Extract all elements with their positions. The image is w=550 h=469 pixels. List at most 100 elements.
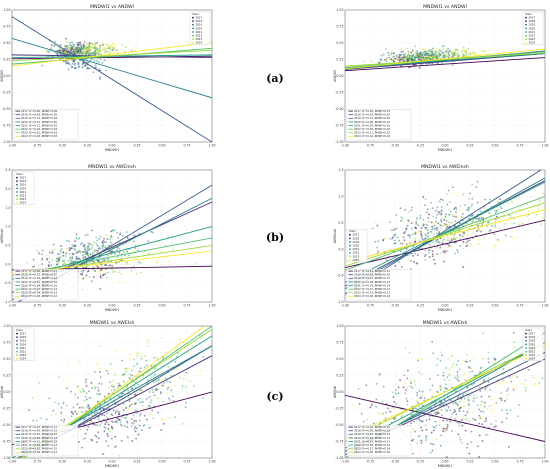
scatter-point-2024 [523, 383, 526, 386]
scatter-point-2022 [479, 220, 482, 223]
scatter-point-2020 [508, 214, 511, 217]
scatter-point-2023 [101, 43, 104, 46]
scatter-point-2023 [455, 236, 458, 239]
x-tick-label: -1.00 [341, 460, 349, 464]
y-tick-label: -0.5 [337, 274, 343, 278]
scatter-point-2017 [118, 418, 121, 421]
legend-year: 2023 [20, 197, 27, 201]
scatter-point-2022 [78, 46, 81, 49]
scatter-point-2024 [501, 380, 504, 383]
scatter-point-2019 [172, 400, 175, 402]
scatter-point-2023 [88, 61, 91, 64]
scatter-point-2018 [466, 360, 468, 363]
scatter-point-2022 [487, 351, 490, 354]
scatter-point-2024 [88, 47, 90, 49]
scatter-point-2024 [428, 53, 431, 56]
scatter-point-2019 [483, 420, 486, 423]
scatter-point-2024 [211, 353, 212, 356]
scatter-point-2020 [125, 407, 128, 409]
scatter-point-2017 [483, 401, 486, 404]
scatter-point-2021 [469, 215, 472, 217]
x-tick-label: 0.25 [466, 304, 473, 308]
scatter-point-2018 [466, 443, 469, 446]
scatter-point-2022 [126, 261, 129, 264]
scatter-point-2019 [121, 359, 123, 362]
scatter-point-2024 [502, 51, 505, 53]
scatter-point-2017 [495, 425, 497, 428]
scatter-point-2019 [413, 420, 415, 423]
scatter-point-2023 [31, 397, 34, 399]
scatter-point-2019 [471, 197, 474, 200]
scatter-point-2023 [90, 53, 93, 56]
chart-a-right: MNDWI1 vs ANDWI-1.00 -0.75 -0.50 -0.25 0.00 0… [333, 4, 549, 152]
scatter-point-2024 [87, 45, 90, 47]
scatter-point-2019 [399, 250, 402, 252]
scatter-point-2019 [99, 78, 101, 80]
scatter-point-2022 [513, 341, 516, 344]
scatter-point-2023 [407, 210, 410, 213]
scatter-point-2024 [395, 215, 398, 217]
scatter-point-2022 [454, 417, 456, 420]
scatter-point-2023 [158, 377, 161, 380]
scatter-point-2019 [64, 61, 67, 64]
legend-box [346, 229, 368, 263]
scatter-point-2020 [111, 230, 113, 232]
scatter-point-2020 [479, 210, 482, 213]
scatter-point-2018 [138, 389, 141, 392]
scatter-point-2024 [85, 44, 88, 47]
fit-line-2021 [345, 181, 545, 283]
scatter-point-2019 [387, 51, 390, 54]
scatter-point-2019 [436, 412, 439, 415]
scatter-point-2023 [420, 54, 423, 56]
scatter-point-2019 [134, 247, 137, 249]
x-tick-label: 0.75 [516, 304, 523, 308]
scatter-point-2023 [150, 395, 152, 398]
scatter-point-2024 [508, 367, 510, 370]
scatter-point-2024 [113, 43, 116, 46]
scatter-point-2023 [134, 409, 136, 412]
scatter-point-2023 [412, 428, 415, 431]
x-tick-label: -0.25 [83, 460, 91, 464]
scatter-point-2024 [400, 48, 403, 50]
scatter-point-2021 [106, 412, 109, 415]
scatter-point-2023 [120, 272, 122, 275]
scatter-point-2022 [139, 271, 142, 274]
scatter-point-2023 [103, 50, 106, 53]
scatter-point-2021 [83, 246, 86, 249]
scatter-point-2018 [411, 49, 414, 52]
scatter-point-2019 [105, 440, 107, 442]
scatter-point-2021 [56, 52, 59, 55]
scatter-point-2023 [432, 233, 435, 236]
scatter-point-2023 [116, 382, 118, 385]
scatter-point-2020 [154, 373, 157, 376]
scatter-point-2017 [461, 418, 463, 421]
scatter-point-2024 [464, 51, 466, 54]
scatter-point-2018 [365, 384, 368, 387]
scatter-point-2024 [423, 56, 426, 59]
scatter-point-2022 [538, 382, 541, 385]
scatter-point-2024 [149, 413, 152, 416]
legend-marker [16, 194, 18, 197]
scatter-point-2017 [481, 439, 484, 442]
scatter-point-2019 [416, 391, 419, 394]
scatter-point-2022 [458, 425, 461, 427]
scatter-point-2019 [425, 419, 428, 422]
scatter-point-2021 [137, 383, 140, 386]
scatter-point-2022 [72, 51, 75, 54]
scatter-point-2022 [51, 259, 54, 262]
scatter-point-2019 [98, 237, 101, 240]
scatter-point-2022 [75, 43, 78, 46]
y-tick-label: 0.5 [338, 221, 343, 225]
scatter-point-2021 [429, 451, 432, 454]
scatter-point-2023 [463, 233, 466, 235]
scatter-point-2021 [65, 239, 68, 242]
fit-legend-entry: 2022: R²=0.30, RMSE=0.02 [354, 127, 390, 131]
x-tick-label: 0.75 [183, 460, 190, 464]
scatter-point-2020 [412, 53, 415, 56]
scatter-point-2017 [428, 256, 431, 258]
scatter-point-2022 [59, 251, 62, 254]
legend-marker [525, 34, 527, 37]
